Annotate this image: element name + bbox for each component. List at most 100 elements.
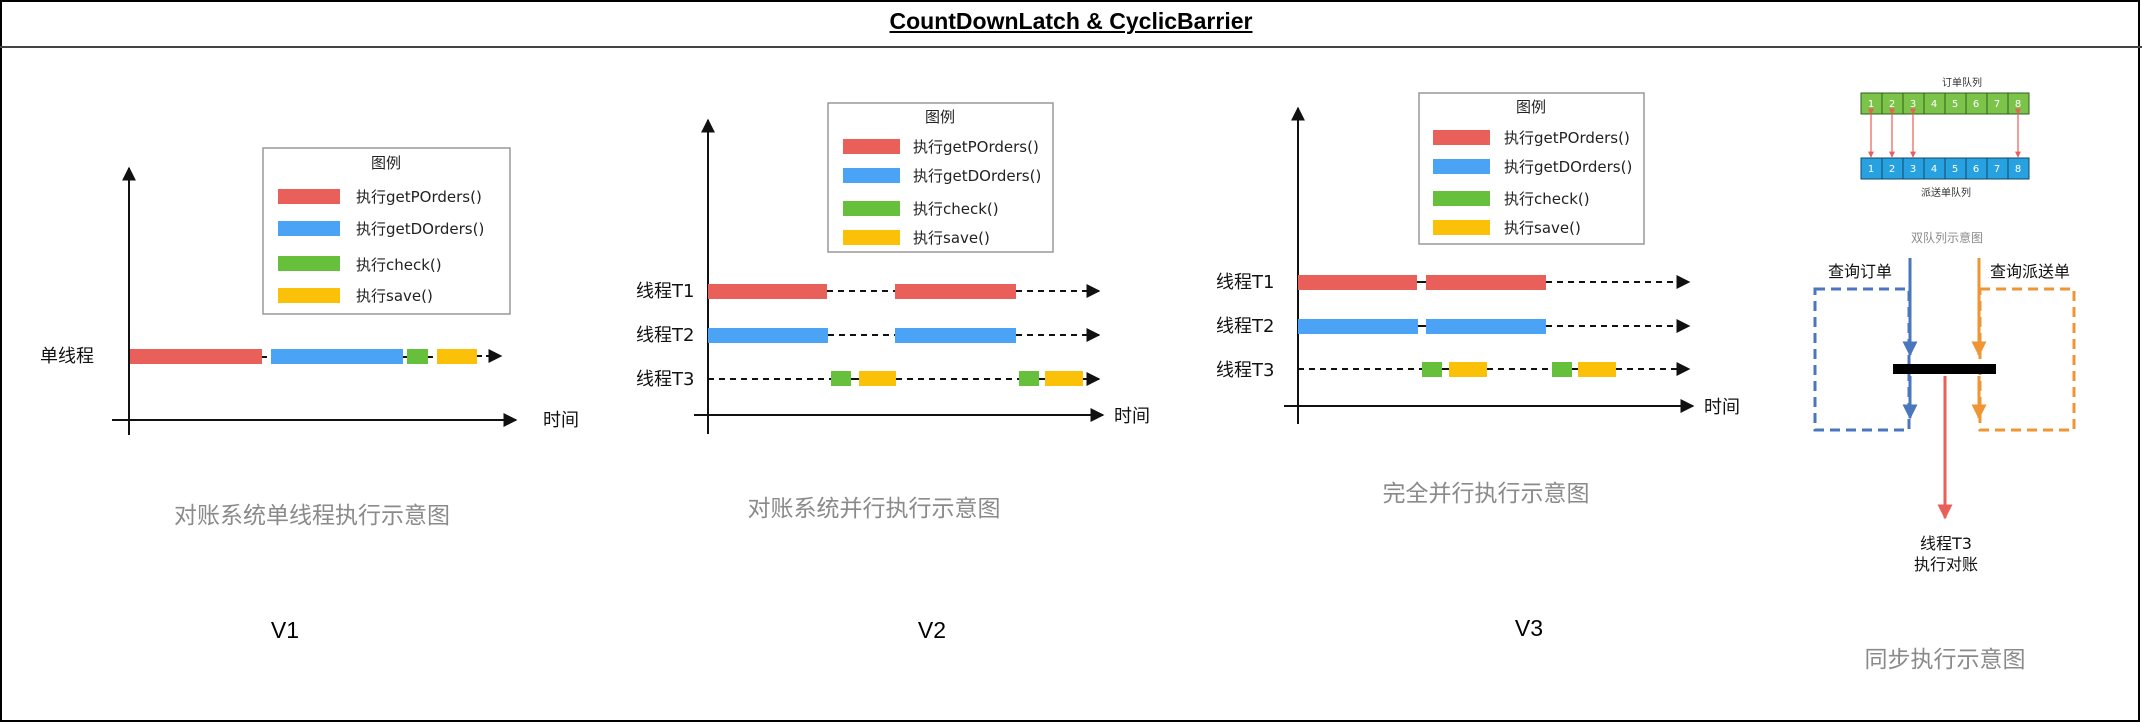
v3-panel: 时间 图例 执行getPOrders() 执行getDOrders() 执行ch… — [1216, 92, 1740, 641]
v2-t1-bar-getporders-1 — [708, 284, 827, 299]
queue-links — [1868, 108, 2021, 158]
v1-bar-getdorders — [271, 349, 403, 364]
t3-label: 线程T3 — [1920, 534, 1972, 553]
v2-legend-swatch-save — [843, 230, 900, 245]
dispatch-queue: 1 2 3 4 5 6 7 8 — [1860, 157, 2030, 180]
v2-legend: 图例 执行getPOrders() 执行getDOrders() 执行check… — [827, 102, 1054, 253]
v2-t3-bar-save-1 — [859, 371, 896, 386]
v2-t2-bar-getdorders-2 — [895, 328, 1016, 343]
dispatch-queue-label: 派送单队列 — [1921, 186, 1971, 199]
dispatch-queue-cell-label: 3 — [1910, 164, 1916, 175]
order-queue-cell-label: 6 — [1973, 99, 1979, 110]
v3-legend-label-getporders: 执行getPOrders() — [1504, 129, 1630, 147]
dispatch-queue-cell-label: 7 — [1994, 164, 2000, 175]
v1-legend-swatch-save — [278, 288, 340, 303]
dispatch-queue-cell-label: 6 — [1973, 164, 1979, 175]
v2-panel: 时间 图例 执行getPOrders() 执行getDOrders() 执行ch… — [636, 102, 1150, 643]
v1-version-label: V1 — [271, 617, 299, 643]
title-bar — [0, 0, 2142, 48]
sync-panel: 订单队列 1 2 3 4 5 6 7 8 1 — [1813, 76, 2076, 673]
v3-legend-swatch-save — [1433, 220, 1490, 235]
v2-t3-bar-check-2 — [1019, 371, 1039, 386]
dispatch-queue-cell-label: 8 — [2015, 164, 2021, 175]
order-queue-cell-label: 8 — [2015, 99, 2021, 110]
v3-version-label: V3 — [1515, 615, 1543, 641]
v1-bar-getporders — [130, 349, 262, 364]
order-queue-cell-label: 2 — [1889, 99, 1895, 110]
v2-legend-title: 图例 — [925, 108, 955, 126]
v1-caption: 对账系统单线程执行示意图 — [174, 503, 450, 529]
v2-legend-swatch-check — [843, 201, 900, 216]
left-dashed-box — [1813, 287, 1911, 432]
v1-legend: 图例 执行getPOrders() 执行getDOrders() 执行check… — [262, 147, 511, 315]
v3-row-label-t1: 线程T1 — [1216, 272, 1274, 293]
v2-row-label-t3: 线程T3 — [636, 369, 694, 390]
t3-action-label: 执行对账 — [1914, 555, 1978, 574]
v2-version-label: V2 — [918, 617, 946, 643]
v3-legend-swatch-getdorders — [1433, 159, 1490, 174]
v3-legend-swatch-check — [1433, 191, 1490, 206]
v2-t1-bar-getporders-2 — [895, 284, 1016, 299]
v1-legend-label-getdorders: 执行getDOrders() — [356, 220, 484, 238]
v3-legend: 图例 执行getPOrders() 执行getDOrders() 执行check… — [1418, 92, 1645, 245]
order-queue-cell-label: 1 — [1868, 99, 1874, 110]
v3-t1-bar-getporders-1 — [1298, 275, 1417, 290]
v2-legend-swatch-getdorders — [843, 168, 900, 183]
barrier-bar — [1893, 364, 1996, 374]
v3-legend-title: 图例 — [1516, 98, 1546, 116]
v1-legend-label-getporders: 执行getPOrders() — [356, 188, 482, 206]
v2-legend-label-save: 执行save() — [913, 229, 990, 247]
v3-t2-bar-getdorders-1 — [1298, 319, 1418, 334]
right-query-label: 查询派送单 — [1990, 262, 2070, 281]
v2-row-label-t1: 线程T1 — [636, 281, 694, 302]
v3-t2-bar-getdorders-2 — [1426, 319, 1546, 334]
v1-bar-check — [407, 349, 428, 364]
v3-t1-bar-getporders-2 — [1426, 275, 1546, 290]
v3-legend-label-getdorders: 执行getDOrders() — [1504, 158, 1632, 176]
dispatch-queue-cell-label: 5 — [1952, 164, 1958, 175]
v3-t3-bar-check-1 — [1422, 362, 1442, 377]
order-queue-label: 订单队列 — [1942, 76, 1982, 89]
dispatch-queue-cell-label: 2 — [1889, 164, 1895, 175]
v1-legend-swatch-getdorders — [278, 221, 340, 236]
v2-legend-label-getdorders: 执行getDOrders() — [913, 167, 1041, 185]
v2-legend-swatch-getporders — [843, 139, 900, 154]
v1-legend-title: 图例 — [371, 154, 401, 172]
left-query-label: 查询订单 — [1828, 262, 1892, 281]
v3-caption: 完全并行执行示意图 — [1383, 481, 1590, 507]
order-queue: 1 2 3 4 5 6 7 8 — [1860, 92, 2030, 115]
right-dashed-box — [1978, 287, 2076, 432]
dispatch-queue-cell — [2007, 157, 2030, 180]
v1-panel: 时间 图例 执行getPOrders() 执行getDOrders() 执行ch… — [40, 147, 579, 643]
v3-row-label-t2: 线程T2 — [1216, 316, 1274, 337]
v2-legend-label-check: 执行check() — [913, 200, 999, 218]
v2-row-label-t2: 线程T2 — [636, 325, 694, 346]
queue-diagram-caption: 双队列示意图 — [1911, 230, 1983, 245]
v1-legend-label-check: 执行check() — [356, 256, 442, 274]
dispatch-queue-cell-label: 4 — [1931, 164, 1937, 175]
v2-legend-label-getporders: 执行getPOrders() — [913, 138, 1039, 156]
dispatch-queue-cell-label: 1 — [1868, 164, 1874, 175]
v3-t3-bar-save-2 — [1578, 362, 1616, 377]
order-queue-cell-label: 5 — [1952, 99, 1958, 110]
v2-t2-bar-getdorders-1 — [708, 328, 828, 343]
v1-legend-swatch-getporders — [278, 189, 340, 204]
v3-legend-label-save: 执行save() — [1504, 219, 1581, 237]
v1-row-label: 单线程 — [40, 346, 94, 367]
v2-caption: 对账系统并行执行示意图 — [748, 496, 1001, 522]
v2-x-axis-label: 时间 — [1114, 406, 1150, 427]
sync-caption: 同步执行示意图 — [1865, 647, 2026, 673]
v3-t3-bar-check-2 — [1552, 362, 1572, 377]
v1-legend-swatch-check — [278, 256, 340, 271]
v1-x-axis-label: 时间 — [543, 410, 579, 431]
v3-x-axis-label: 时间 — [1704, 397, 1740, 418]
order-queue-cell-label: 7 — [1994, 99, 2000, 110]
v2-t3-bar-save-2 — [1045, 371, 1083, 386]
v3-t3-bar-save-1 — [1449, 362, 1487, 377]
v1-legend-label-save: 执行save() — [356, 287, 433, 305]
v1-bar-save — [437, 349, 477, 364]
v3-row-label-t3: 线程T3 — [1216, 360, 1274, 381]
page-title: CountDownLatch & CyclicBarrier — [889, 8, 1253, 34]
